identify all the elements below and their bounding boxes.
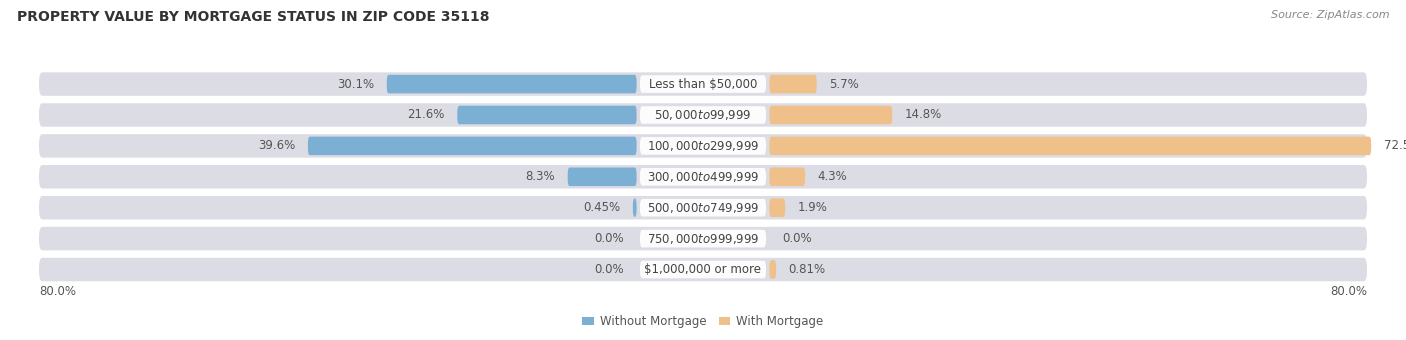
Text: 30.1%: 30.1% [337, 78, 374, 90]
Text: 0.0%: 0.0% [595, 263, 624, 276]
FancyBboxPatch shape [640, 75, 766, 93]
Text: 80.0%: 80.0% [39, 285, 76, 298]
FancyBboxPatch shape [769, 199, 785, 217]
Text: PROPERTY VALUE BY MORTGAGE STATUS IN ZIP CODE 35118: PROPERTY VALUE BY MORTGAGE STATUS IN ZIP… [17, 10, 489, 24]
Text: 80.0%: 80.0% [1330, 285, 1367, 298]
FancyBboxPatch shape [39, 165, 1367, 189]
Legend: Without Mortgage, With Mortgage: Without Mortgage, With Mortgage [582, 315, 824, 328]
Text: Source: ZipAtlas.com: Source: ZipAtlas.com [1271, 10, 1389, 20]
FancyBboxPatch shape [769, 137, 1371, 155]
Text: 39.6%: 39.6% [259, 139, 295, 152]
Text: 4.3%: 4.3% [817, 170, 848, 183]
FancyBboxPatch shape [39, 196, 1367, 219]
Text: $100,000 to $299,999: $100,000 to $299,999 [647, 139, 759, 153]
FancyBboxPatch shape [769, 106, 893, 124]
FancyBboxPatch shape [769, 260, 776, 279]
Text: 0.45%: 0.45% [583, 201, 620, 214]
FancyBboxPatch shape [457, 106, 637, 124]
FancyBboxPatch shape [39, 134, 1367, 158]
FancyBboxPatch shape [640, 230, 766, 248]
Text: 8.3%: 8.3% [526, 170, 555, 183]
Text: $500,000 to $749,999: $500,000 to $749,999 [647, 201, 759, 215]
FancyBboxPatch shape [640, 261, 766, 278]
FancyBboxPatch shape [39, 72, 1367, 96]
FancyBboxPatch shape [640, 168, 766, 186]
FancyBboxPatch shape [640, 199, 766, 217]
Text: 5.7%: 5.7% [830, 78, 859, 90]
Text: 1.9%: 1.9% [797, 201, 828, 214]
FancyBboxPatch shape [39, 103, 1367, 127]
Text: 0.0%: 0.0% [595, 232, 624, 245]
Text: Less than $50,000: Less than $50,000 [648, 78, 758, 90]
FancyBboxPatch shape [39, 227, 1367, 250]
Text: 21.6%: 21.6% [408, 108, 444, 121]
FancyBboxPatch shape [640, 106, 766, 124]
FancyBboxPatch shape [308, 137, 637, 155]
Text: $300,000 to $499,999: $300,000 to $499,999 [647, 170, 759, 184]
Text: 72.5%: 72.5% [1384, 139, 1406, 152]
Text: $50,000 to $99,999: $50,000 to $99,999 [654, 108, 752, 122]
FancyBboxPatch shape [387, 75, 637, 94]
Text: 0.81%: 0.81% [789, 263, 825, 276]
FancyBboxPatch shape [640, 137, 766, 155]
FancyBboxPatch shape [568, 168, 637, 186]
FancyBboxPatch shape [769, 168, 806, 186]
Text: 14.8%: 14.8% [904, 108, 942, 121]
FancyBboxPatch shape [633, 199, 637, 217]
FancyBboxPatch shape [769, 75, 817, 94]
Text: $1,000,000 or more: $1,000,000 or more [644, 263, 762, 276]
Text: $750,000 to $999,999: $750,000 to $999,999 [647, 232, 759, 245]
FancyBboxPatch shape [39, 258, 1367, 281]
Text: 0.0%: 0.0% [782, 232, 811, 245]
